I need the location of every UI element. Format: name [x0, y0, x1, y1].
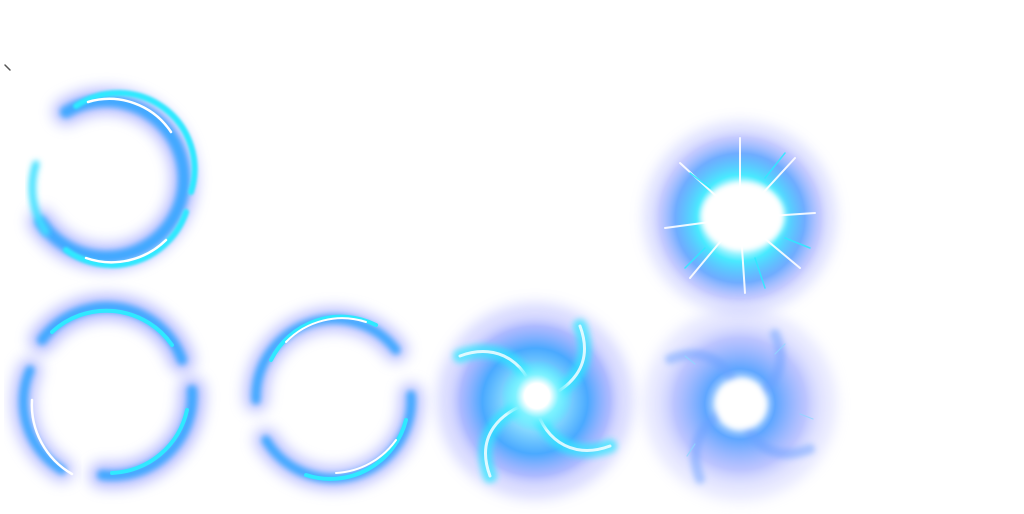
- ring-open-3: [226, 290, 436, 500]
- ring-open-1: [6, 72, 216, 282]
- vortex-fade: [635, 304, 845, 514]
- vortex-swirl: [430, 296, 640, 506]
- ring-open-2: [2, 290, 212, 500]
- stray-pixel: [4, 64, 12, 72]
- energy-burst: [635, 118, 845, 328]
